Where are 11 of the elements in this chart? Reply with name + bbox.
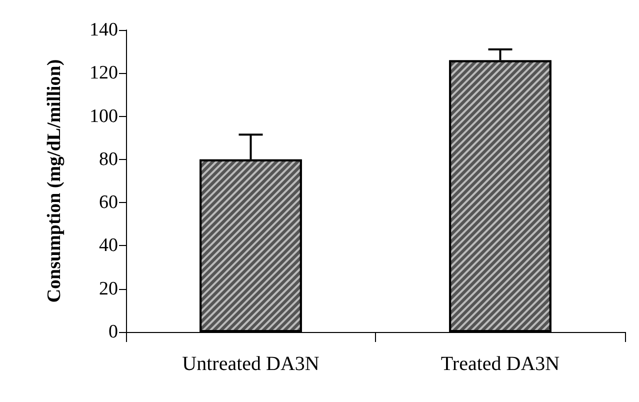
y-tick-label: 80: [99, 148, 118, 170]
y-tick-label: 100: [90, 106, 118, 127]
y-tick-label: 120: [90, 62, 118, 84]
y-tick-label: 60: [99, 192, 118, 214]
y-axis-title: Consumption (mg/dL/million): [44, 59, 65, 303]
y-tick-label: 40: [99, 235, 118, 256]
y-tick-label: 140: [90, 20, 118, 40]
x-tick-label: Untreated DA3N: [182, 353, 320, 375]
x-tick-label: Treated DA3N: [440, 353, 560, 375]
y-tick-label: 0: [108, 322, 118, 342]
y-tick-label: 20: [99, 278, 118, 300]
